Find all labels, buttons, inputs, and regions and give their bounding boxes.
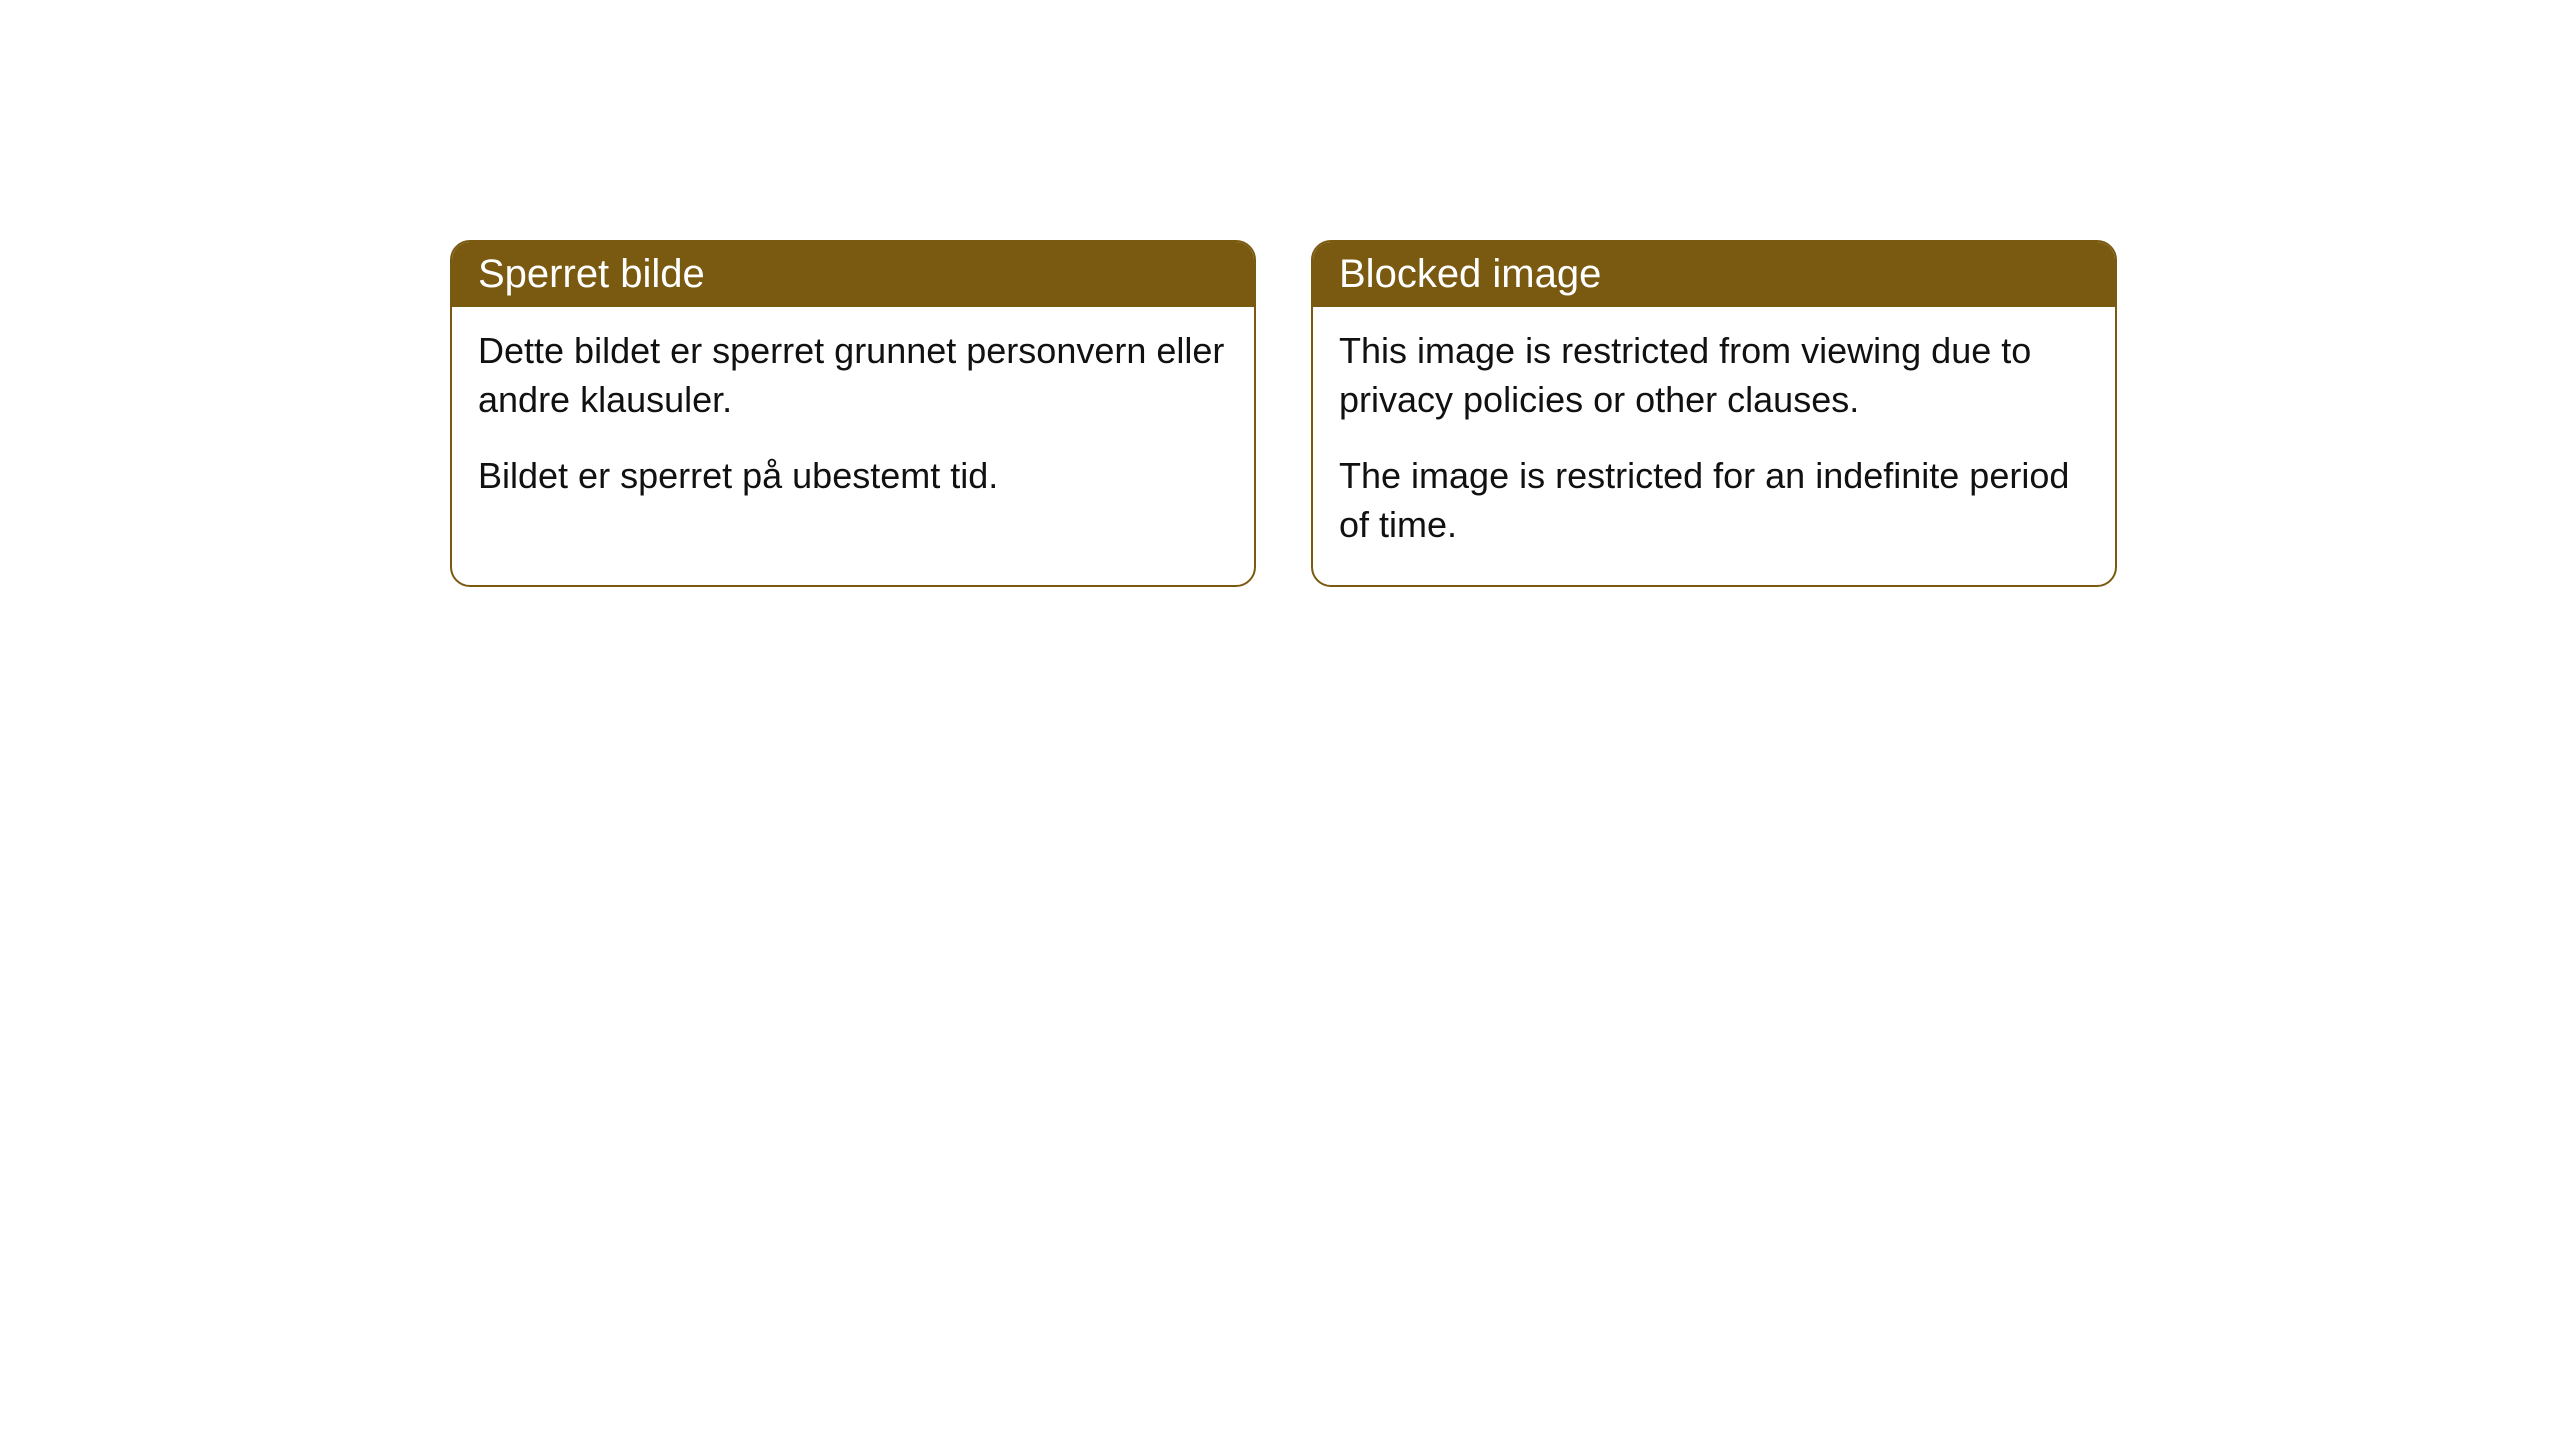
- card-paragraph: This image is restricted from viewing du…: [1339, 327, 2089, 424]
- card-title: Sperret bilde: [478, 252, 705, 296]
- card-paragraph: Dette bildet er sperret grunnet personve…: [478, 327, 1228, 424]
- blocked-image-card-norwegian: Sperret bilde Dette bildet er sperret gr…: [450, 240, 1256, 587]
- card-body: Dette bildet er sperret grunnet personve…: [452, 307, 1254, 537]
- card-body: This image is restricted from viewing du…: [1313, 307, 2115, 585]
- card-header: Blocked image: [1313, 242, 2115, 307]
- blocked-image-card-english: Blocked image This image is restricted f…: [1311, 240, 2117, 587]
- card-paragraph: The image is restricted for an indefinit…: [1339, 452, 2089, 549]
- card-title: Blocked image: [1339, 252, 1601, 296]
- card-header: Sperret bilde: [452, 242, 1254, 307]
- notice-cards-container: Sperret bilde Dette bildet er sperret gr…: [450, 240, 2117, 587]
- card-paragraph: Bildet er sperret på ubestemt tid.: [478, 452, 1228, 501]
